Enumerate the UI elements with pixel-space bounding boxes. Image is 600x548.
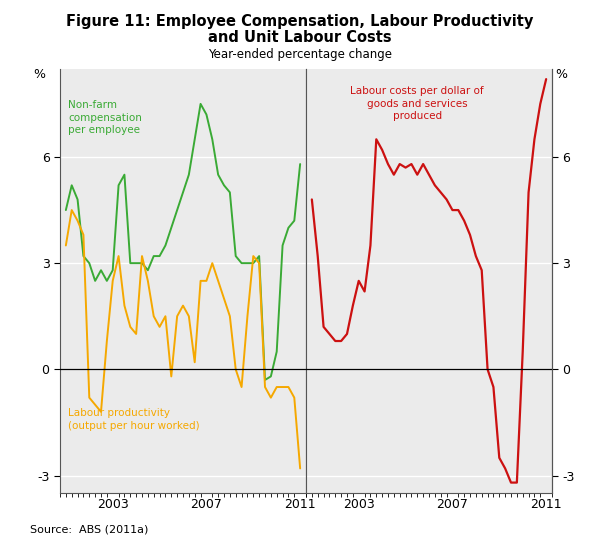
Text: Year-ended percentage change: Year-ended percentage change [208, 48, 392, 61]
Text: and Unit Labour Costs: and Unit Labour Costs [208, 30, 392, 45]
Text: Source:  ABS (2011a): Source: ABS (2011a) [30, 524, 148, 534]
Text: Figure 11: Employee Compensation, Labour Productivity: Figure 11: Employee Compensation, Labour… [67, 14, 533, 28]
Text: Labour productivity
(output per hour worked): Labour productivity (output per hour wor… [68, 408, 200, 431]
Text: %: % [555, 68, 567, 82]
Text: Labour costs per dollar of
goods and services
produced: Labour costs per dollar of goods and ser… [350, 86, 484, 121]
Text: %: % [33, 68, 45, 82]
Text: Non-farm
compensation
per employee: Non-farm compensation per employee [68, 100, 142, 135]
